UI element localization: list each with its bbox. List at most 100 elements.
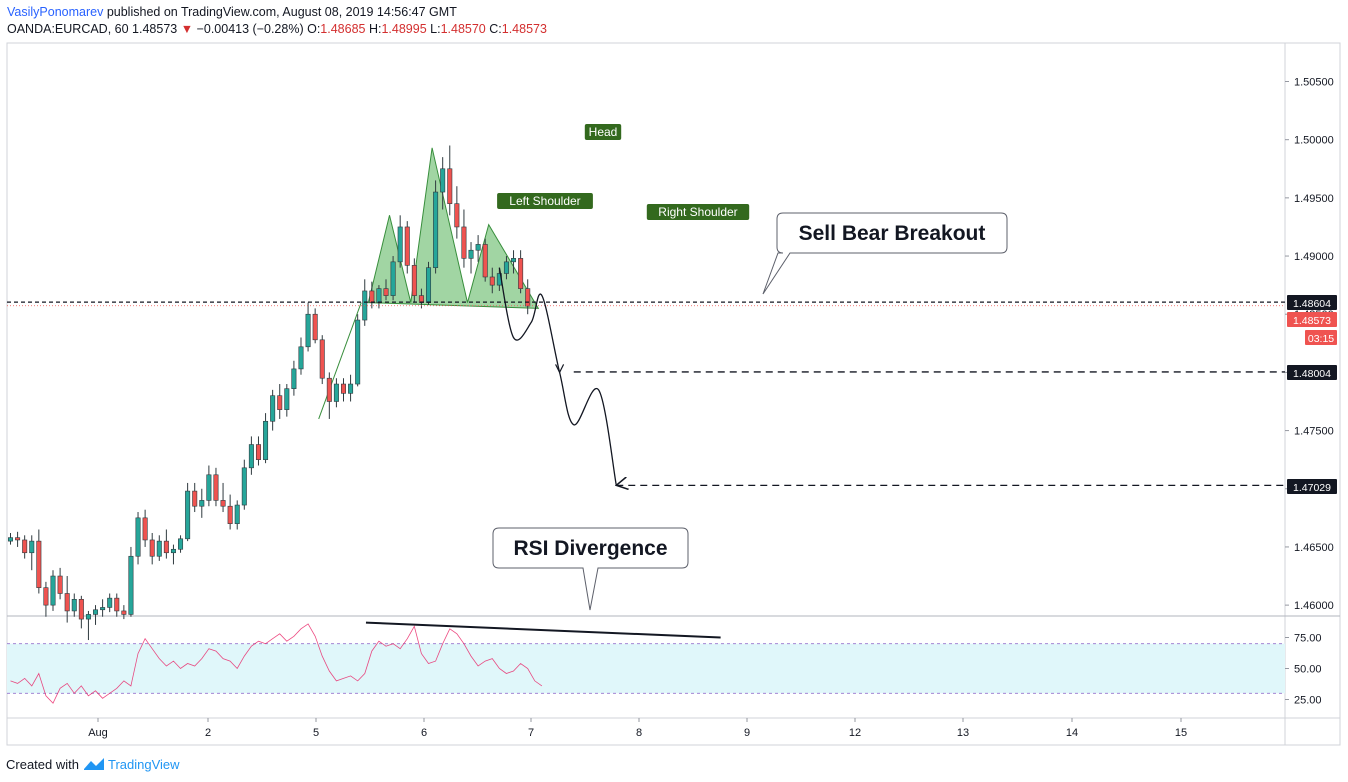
created-with-text: Created with [6, 757, 79, 772]
pattern-label-text: Left Shoulder [509, 194, 580, 208]
candle-body [468, 249, 474, 259]
price-axis-label-bg [1287, 312, 1337, 327]
high-label: H: [368, 22, 382, 36]
candle [15, 531, 21, 547]
tradingview-brand[interactable]: TradingView [108, 757, 180, 772]
candle-body [8, 537, 14, 542]
candle-body [461, 226, 467, 259]
candle-body [404, 226, 410, 266]
price-axis-label: 1.48004 [1287, 365, 1337, 380]
rising-trendline [318, 302, 362, 420]
candle-body [213, 474, 219, 501]
candle-body [503, 261, 509, 274]
projection-arrow-icon [555, 364, 565, 374]
candle-body [255, 444, 261, 460]
price-axis-label-bg [1287, 365, 1337, 380]
candle-body [234, 504, 240, 524]
candle-body [36, 540, 42, 588]
candle-body [525, 288, 531, 307]
candle [199, 488, 205, 518]
candle-body [319, 339, 325, 379]
candle-body [326, 377, 332, 402]
candle-body [64, 593, 70, 612]
pattern-label: Head [584, 124, 622, 140]
pattern-label-bg [497, 193, 593, 209]
candle-body [15, 537, 21, 541]
candle [78, 595, 84, 629]
candle [447, 145, 453, 216]
candle [525, 279, 531, 315]
candle [64, 576, 70, 623]
candle-body [156, 540, 162, 557]
candle [149, 532, 155, 565]
candle [312, 308, 318, 344]
rsi-divergence-callout: RSI Divergence [492, 527, 689, 611]
candle-body [78, 599, 84, 620]
published-text: published on TradingView.com, August 08,… [106, 5, 457, 19]
rsi-tick-label: 25.00 [1294, 695, 1322, 707]
candle [348, 374, 354, 402]
candle-body [433, 191, 439, 268]
pattern-label-bg [646, 204, 750, 220]
candle [461, 209, 467, 268]
candle [426, 261, 432, 305]
candle-body [390, 261, 396, 296]
footer: Created with TradingView [6, 757, 180, 774]
candle-body [440, 168, 446, 193]
candle-body [447, 168, 453, 204]
price-tick-label: 1.47500 [1294, 426, 1334, 438]
candle [57, 567, 63, 600]
candle-body [270, 395, 276, 422]
candle [29, 535, 35, 571]
rsi-pane [10, 621, 721, 704]
change-value: −0.00413 (−0.28%) [196, 22, 304, 36]
candle-body [114, 597, 120, 612]
candle [178, 535, 184, 553]
candle-body [128, 555, 134, 615]
candle-body [305, 313, 311, 348]
rsi-overbought-oversold-band [7, 643, 1285, 694]
close-value: 1.48573 [501, 22, 547, 36]
candle [170, 544, 176, 565]
price-axis-label-bg [1305, 330, 1337, 345]
chart-header: VasilyPonomarev published on TradingView… [7, 4, 547, 37]
candle-body [93, 609, 99, 615]
candle [192, 482, 198, 513]
candle [291, 360, 297, 396]
callout-text: RSI Divergence [513, 537, 667, 560]
candles [8, 145, 531, 641]
price-axis-label: 03:15 [1305, 330, 1337, 345]
level-lines [7, 267, 1285, 486]
candle [22, 535, 28, 559]
candle-body [178, 538, 184, 550]
candle [440, 157, 446, 210]
price-axis-label-text: 03:15 [1308, 333, 1334, 345]
price-axis-label: 1.48573 [1287, 312, 1337, 327]
candle-body [355, 319, 361, 385]
candle-body [107, 597, 113, 608]
price-axis-label: 1.48604 [1287, 295, 1337, 310]
rsi-line [10, 623, 543, 704]
candle-body [85, 614, 91, 620]
candle-body [163, 540, 169, 554]
candle [376, 285, 382, 309]
candle-body [383, 288, 389, 296]
high-value: 1.48995 [381, 22, 427, 36]
candle-body [348, 383, 354, 394]
annotations: Left Shoulder Head Right Shoulder Sell Bear… [492, 124, 1008, 611]
candle-body [482, 244, 488, 278]
candle-body [475, 244, 481, 251]
candle [220, 482, 226, 513]
price-axis-label-bg [1287, 479, 1337, 494]
author-link[interactable]: VasilyPonomarev [7, 5, 104, 19]
candle [36, 529, 42, 594]
candle-body [291, 368, 297, 389]
candle-body [185, 490, 191, 540]
sell-bear-breakout-callout: Sell Bear Breakout [762, 212, 1008, 295]
time-tick-label: 6 [421, 727, 427, 739]
candle [213, 467, 219, 507]
low-value: 1.48570 [440, 22, 486, 36]
candle [100, 599, 106, 617]
time-tick-label: 15 [1175, 727, 1187, 739]
